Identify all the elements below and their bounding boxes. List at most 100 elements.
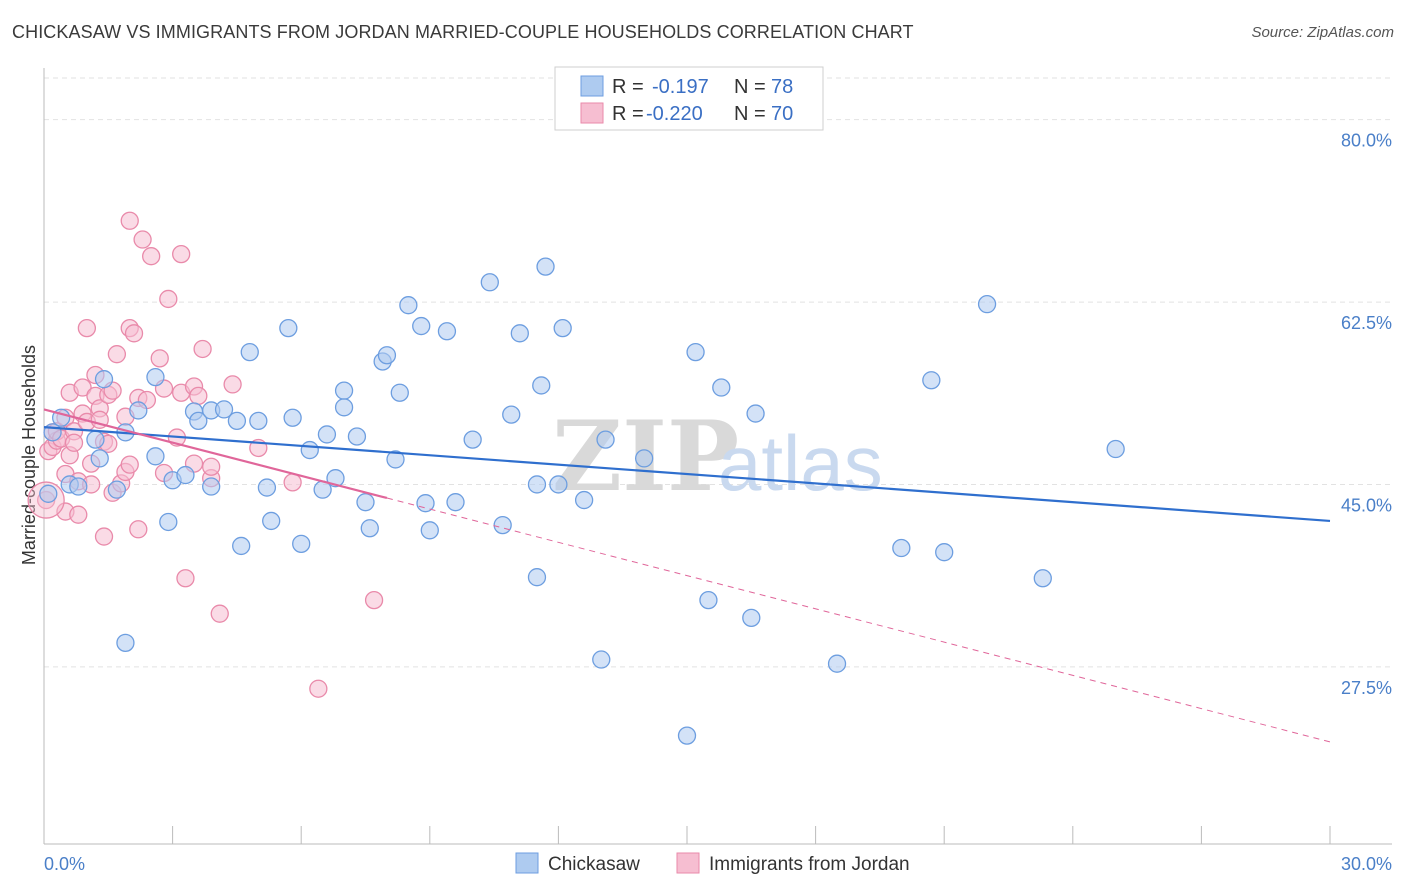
legend-n-label-2: N =: [734, 103, 766, 125]
chickasaw-point-4: [69, 477, 88, 496]
chickasaw-point-41: [377, 346, 397, 365]
trendline-chickasaw: [43, 426, 1331, 523]
jordan-point-60: [223, 375, 242, 394]
chickasaw-point-23: [232, 536, 251, 556]
chickasaw-point-47: [420, 521, 439, 540]
chickasaw-point-68: [712, 378, 731, 397]
chickasaw-point-43: [390, 383, 409, 402]
chickasaw-point-60: [553, 318, 572, 338]
jordan-point-56: [193, 339, 212, 359]
trendlines: [43, 408, 1331, 743]
legend: R = -0.197 N = 78 R = -0.220 N = 70: [554, 66, 824, 131]
chickasaw-point-16: [176, 465, 195, 485]
chickasaw-point-34: [326, 469, 345, 488]
chickasaw-point-69: [742, 608, 761, 627]
jordan-point-32: [107, 345, 127, 364]
chickasaw-point-44: [399, 296, 418, 315]
chickasaw-point-25: [249, 411, 268, 431]
chickasaw-point-20: [202, 477, 221, 496]
chickasaw-point-72: [892, 538, 911, 558]
trendline-jordan: [43, 408, 388, 500]
bottom-legend: Chickasaw Immigrants from Jordan: [515, 852, 910, 875]
bottom-legend-swatch-jordan: [676, 852, 700, 874]
chart-title: CHICKASAW VS IMMIGRANTS FROM JORDAN MARR…: [12, 22, 914, 42]
jordan-point-55: [189, 386, 208, 406]
chickasaw-point-45: [412, 316, 431, 336]
chickasaw-point-8: [107, 480, 127, 499]
jordan-point-37: [120, 211, 139, 230]
source-label: Source: ZipAtlas.com: [1251, 24, 1394, 41]
chickasaw-point-76: [1033, 569, 1052, 588]
chickasaw-point-74: [935, 543, 954, 562]
chickasaw-point-18: [189, 411, 208, 431]
legend-n-value-1: 78: [771, 76, 793, 98]
legend-n-label-1: N =: [734, 76, 766, 98]
chickasaw-point-13: [146, 367, 165, 387]
chickasaw-point-50: [463, 430, 482, 449]
bottom-legend-label-jordan: Immigrants from Jordan: [709, 854, 910, 875]
chickasaw-point-31: [300, 440, 319, 460]
chickasaw-point-63: [596, 430, 615, 449]
chickasaw-point-64: [634, 449, 654, 468]
legend-n-value-2: 70: [771, 103, 793, 125]
chickasaw-point-37: [347, 427, 367, 446]
jordan-point-45: [150, 349, 169, 368]
chickasaw-point-0: [39, 484, 58, 503]
chickasaw-point-21: [214, 400, 234, 419]
trendline-jordan-extended: [386, 497, 1331, 743]
legend-swatch-jordan: [580, 102, 604, 124]
chickasaw-point-24: [240, 342, 259, 362]
x-tick-min: 0.0%: [44, 854, 85, 874]
y-axis-label: Married-couple Households: [19, 345, 39, 565]
chickasaw-point-73: [922, 371, 941, 390]
jordan-point-13: [64, 433, 84, 452]
chickasaw-point-53: [502, 405, 521, 424]
chickasaw-point-7: [94, 370, 114, 389]
chickasaw-point-77: [1106, 439, 1125, 459]
chickasaw-point-5: [86, 430, 105, 449]
chickasaw-point-67: [699, 590, 718, 610]
chickasaw-point-54: [510, 324, 529, 343]
chickasaw-point-52: [493, 515, 512, 535]
jordan-point-59: [210, 604, 229, 623]
chickasaw-point-28: [279, 318, 298, 338]
chickasaw-point-29: [283, 408, 302, 427]
jordan-point-63: [309, 679, 328, 698]
y-tick-labels: 27.5% 45.0% 62.5% 80.0%: [1341, 131, 1392, 698]
y-tick-label-0: 27.5%: [1341, 678, 1392, 698]
jordan-point-16: [73, 378, 92, 397]
chickasaw-point-71: [827, 654, 847, 673]
chickasaw-point-39: [360, 519, 379, 538]
jordan-point-52: [176, 569, 195, 588]
chickasaw-point-51: [480, 273, 499, 292]
chickasaw-point-75: [977, 295, 997, 314]
series-chickasaw-points: [39, 257, 1125, 745]
jordan-point-62: [283, 473, 302, 492]
jordan-point-41: [129, 520, 148, 539]
jordan-point-44: [142, 247, 161, 266]
chickasaw-point-70: [746, 404, 765, 423]
chickasaw-point-59: [549, 475, 568, 494]
chickasaw-point-62: [592, 650, 611, 669]
jordan-point-39: [124, 324, 144, 343]
chickasaw-point-42: [386, 450, 405, 469]
y-tick-label-3: 80.0%: [1341, 131, 1392, 151]
legend-r-label-2: R =: [612, 103, 644, 125]
chickasaw-point-10: [116, 633, 135, 653]
x-tick-max: 30.0%: [1341, 854, 1392, 874]
watermark-atlas: atlas: [718, 419, 883, 507]
chickasaw-point-55: [527, 568, 547, 587]
chickasaw-point-61: [574, 490, 594, 510]
chickasaw-point-27: [262, 511, 281, 531]
legend-r-value-1: -0.197: [652, 76, 709, 98]
chickasaw-point-65: [677, 726, 697, 745]
chickasaw-point-6: [90, 449, 109, 468]
jordan-point-64: [364, 590, 384, 610]
legend-r-label-1: R =: [612, 76, 644, 98]
chickasaw-point-38: [356, 493, 375, 512]
jordan-point-58: [202, 457, 221, 476]
jordan-point-15: [69, 505, 88, 524]
chickasaw-point-11: [129, 401, 148, 420]
chickasaw-point-46: [416, 494, 435, 513]
jordan-point-38: [120, 455, 139, 474]
